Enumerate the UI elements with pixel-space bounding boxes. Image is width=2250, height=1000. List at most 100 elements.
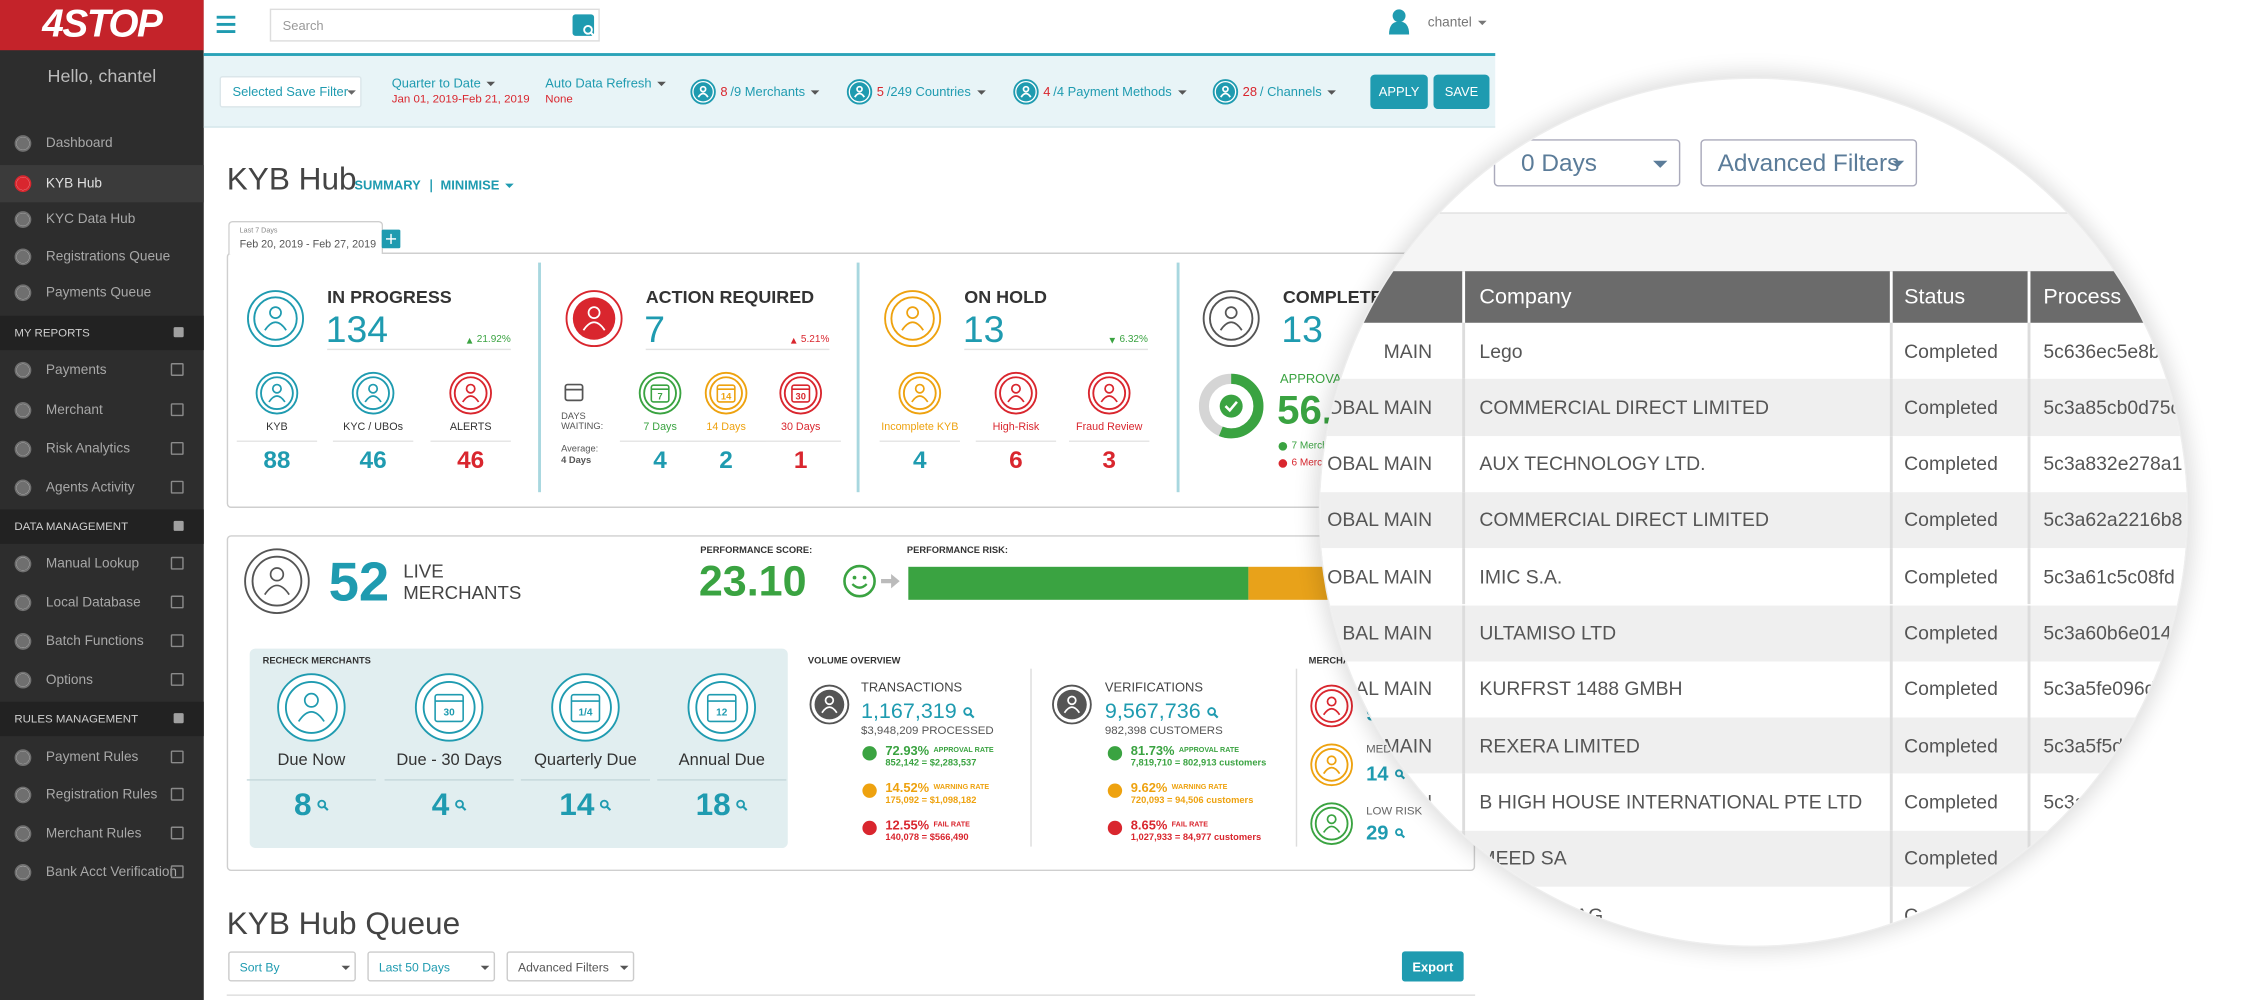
apply-button[interactable]: APPLY [1370, 74, 1428, 110]
table-row[interactable]: MAIN REXERA LIMITED Completed 5c3a5f5df2 [1320, 717, 2187, 774]
nav-item[interactable]: Manual Lookup [0, 545, 204, 582]
icon [14, 633, 32, 650]
table-row[interactable]: MAIN B HIGH HOUSE INTERNATIONAL PTE LTD Co… [1320, 773, 2187, 831]
item-label: ALERTS [449, 419, 492, 433]
zoom-advanced-dropdown[interactable]: Advanced Filters [1700, 139, 1918, 187]
table-row[interactable]: OBAL MAIN COMMERCIAL DIRECT LIMITED Comple… [1320, 379, 2187, 436]
column-separator [1889, 271, 1893, 323]
nav-item[interactable]: Payments Queue [0, 274, 204, 311]
caret [1892, 160, 1905, 167]
recheck-title: RECHECK MERCHANTS [262, 656, 371, 667]
shape [582, 321, 606, 331]
saved-filter[interactable]: Selected Save Filter [219, 76, 362, 108]
recheck-value[interactable]: 4 [432, 786, 467, 823]
queue-dropdown[interactable]: Advanced Filters [506, 951, 635, 982]
user-name: chantel [1427, 15, 1472, 31]
table-row[interactable]: MEED SA Completed [1320, 830, 2187, 887]
filter-dropdown[interactable]: Auto Data Refresh [545, 76, 666, 90]
item-value[interactable]: 4 [653, 446, 667, 474]
table-row[interactable]: MAIN Lego Completed 5c636ec5e8b [1320, 322, 2187, 380]
nav-item[interactable]: Risk Analytics [0, 430, 204, 467]
minimise-link[interactable]: MINIMISE [441, 178, 514, 192]
volume-block-title: TRANSACTIONS [860, 680, 963, 695]
table-row[interactable]: Y AG Completed [1320, 886, 2187, 944]
nav-item[interactable]: Agents Activity [0, 469, 204, 506]
table-row[interactable]: OBAL MAIN IMIC S.A. Completed 5c3a61c5c08fd [1320, 548, 2187, 605]
shape [269, 306, 282, 319]
add-tab[interactable] [381, 229, 401, 249]
filter-counter[interactable]: 28/ Channels [1242, 84, 1337, 100]
filter-counter[interactable]: 5/249 Countries [877, 85, 986, 99]
filter-value: Jan 01, 2019-Feb 21, 2019 [391, 92, 530, 106]
item-value[interactable]: 1 [793, 446, 808, 474]
item-value[interactable]: 4 [913, 446, 927, 474]
section-icon [173, 327, 184, 338]
queue-dropdown[interactable]: Sort By [228, 951, 356, 982]
zoom-band [1320, 213, 2187, 272]
item-value[interactable]: 46 [457, 446, 485, 474]
nav-item[interactable]: Batch Functions [0, 623, 204, 660]
item-value[interactable]: 2 [719, 446, 733, 474]
table-row[interactable]: OBAL MAIN COMMERCIAL DIRECT LIMITED Comple… [1320, 492, 2187, 549]
nav-item[interactable]: Bank Acct Verification [0, 854, 204, 891]
rate-detail: 7,819,710 = 802,913 customers [1130, 758, 1267, 769]
icon-text: 7 [657, 392, 663, 403]
card-value: 13 [962, 307, 1005, 351]
date-tab[interactable]: Last 7 Days Feb 20, 2019 - Feb 27, 2019 [228, 220, 384, 254]
recheck-value[interactable]: 18 [696, 786, 749, 823]
nav-item[interactable]: KYB Hub [0, 165, 204, 203]
item-icon [351, 371, 395, 415]
shape [1212, 712, 1219, 718]
nav-item[interactable]: Options [0, 662, 204, 699]
shape [697, 92, 709, 98]
search-button[interactable] [572, 14, 596, 38]
table-row[interactable]: OBAL MAIN AUX TECHNOLOGY LTD. Completed 5c3… [1320, 435, 2187, 493]
item-value[interactable]: 46 [359, 446, 387, 474]
table-row[interactable]: AL MAIN KURFRST 1488 GMBH Completed 5c3a5fe… [1320, 661, 2187, 718]
volume-value[interactable]: 1,167,319 [861, 700, 975, 724]
filter-dropdown[interactable]: Quarter to Date [392, 76, 496, 90]
volume-sub: $3,948,209 PROCESSED [860, 723, 994, 737]
dropdown-label: Last 50 Days [378, 959, 451, 975]
caret [486, 81, 496, 86]
counter-count: 28 [1242, 84, 1258, 100]
zoom-period-dropdown[interactable]: 0 Days [1493, 139, 1681, 187]
shape [1010, 383, 1021, 394]
table-row[interactable]: BAL MAIN ULTAMISO LTD Completed 5c3a60b6e01… [1320, 604, 2187, 662]
icon [14, 440, 32, 458]
counter-count: 8 [720, 84, 728, 100]
greeting: Hello, chantel [47, 66, 157, 87]
filter-counter[interactable]: 8/9 Merchants [720, 84, 820, 100]
save-button[interactable]: SAVE [1433, 74, 1490, 110]
recheck-value[interactable]: 14 [559, 786, 612, 823]
nav-item[interactable]: Payment Rules [0, 739, 204, 776]
shape [851, 583, 868, 589]
nav-item[interactable]: Dashboard [0, 125, 204, 162]
nav-item[interactable]: Registration Rules [0, 776, 204, 813]
nav-item[interactable]: Registrations Queue [0, 238, 204, 275]
item-value[interactable]: 3 [1102, 446, 1117, 474]
rate-detail: 852,142 = $2,283,537 [885, 758, 977, 769]
recheck-value[interactable]: 8 [294, 786, 329, 823]
search-icon [962, 706, 975, 718]
nav-item[interactable]: Local Database [0, 584, 204, 621]
nav-item[interactable]: Payments [0, 352, 204, 389]
summary-link[interactable]: SUMMARY [354, 177, 421, 193]
nav-item[interactable]: Merchant [0, 392, 204, 429]
filter-counter[interactable]: 4/4 Payment Methods [1043, 85, 1187, 99]
menu-button[interactable] [216, 13, 237, 36]
export-button[interactable]: Export [1401, 951, 1464, 982]
icon [14, 786, 32, 804]
nav-item[interactable]: Merchant Rules [0, 815, 204, 852]
column-separator [1462, 886, 1465, 944]
queue-dropdown[interactable]: Last 50 Days [367, 951, 496, 982]
user-menu[interactable]: chantel [1427, 15, 1487, 31]
nav-item[interactable]: KYC Data Hub [0, 201, 204, 238]
volume-value[interactable]: 9,567,736 [1105, 700, 1219, 724]
item-icon [449, 371, 492, 415]
item-value[interactable]: 6 [1009, 446, 1023, 474]
search-box[interactable]: Search [269, 8, 600, 42]
icon [1212, 79, 1239, 105]
item-value[interactable]: 88 [263, 446, 291, 474]
column-separator [1462, 717, 1465, 774]
